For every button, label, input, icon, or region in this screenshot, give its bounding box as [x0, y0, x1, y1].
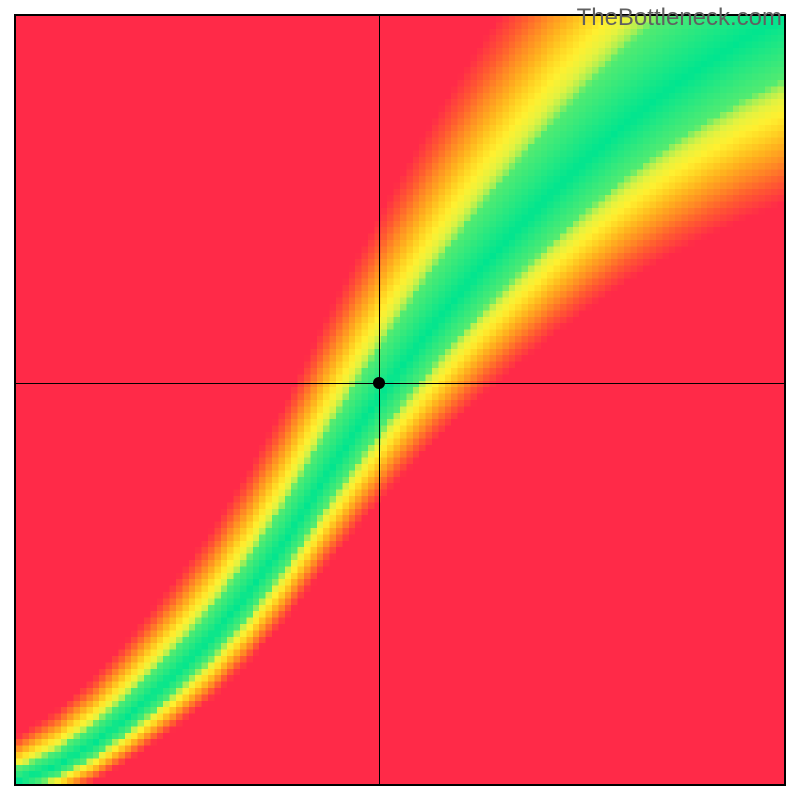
heatmap-plot: [14, 14, 786, 786]
watermark-text: TheBottleneck.com: [577, 4, 782, 32]
heatmap-canvas: [16, 16, 784, 784]
